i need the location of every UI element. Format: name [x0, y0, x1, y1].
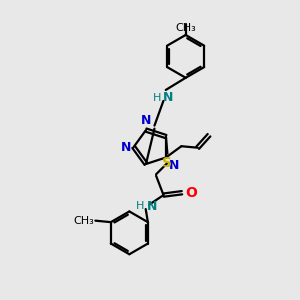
Text: N: N — [164, 92, 174, 104]
Text: N: N — [121, 140, 131, 154]
Text: N: N — [169, 159, 179, 172]
Text: CH₃: CH₃ — [73, 216, 94, 226]
Text: H: H — [136, 201, 144, 211]
Text: H: H — [153, 93, 161, 103]
Text: N: N — [147, 200, 158, 213]
Text: O: O — [185, 186, 197, 200]
Text: S: S — [162, 157, 172, 170]
Text: N: N — [141, 113, 151, 127]
Text: CH₃: CH₃ — [175, 22, 196, 33]
